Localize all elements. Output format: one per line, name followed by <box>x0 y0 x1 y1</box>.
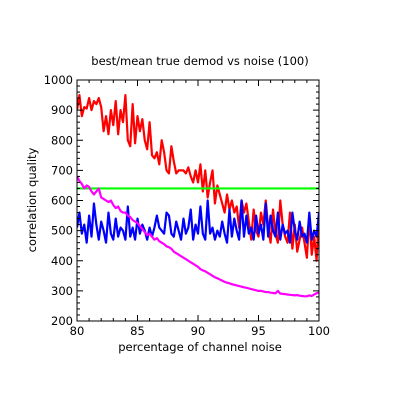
y-tick-label: 1000 <box>44 73 73 87</box>
y-tick-label: 800 <box>51 133 73 147</box>
y-tick-label: 600 <box>51 194 73 208</box>
y-tick-label: 700 <box>51 163 73 177</box>
series-line-3 <box>77 199 319 244</box>
x-tick-label: 95 <box>251 324 266 338</box>
y-tick-label: 200 <box>51 314 73 328</box>
series-line-4 <box>77 175 319 298</box>
x-tick-label: 80 <box>70 324 85 338</box>
x-tick-label: 85 <box>130 324 145 338</box>
x-tick-label: 100 <box>308 324 330 338</box>
plot-area <box>77 93 319 298</box>
y-tick-label: 300 <box>51 284 73 298</box>
y-axis-label: correlation quality <box>25 147 39 252</box>
y-tick-label: 500 <box>51 224 73 238</box>
x-axis-label: percentage of channel noise <box>118 340 282 354</box>
y-tick-label: 400 <box>51 254 73 268</box>
axis-ticks: 80 85 90 95 100 200 300 400 500 600 700 800 900 1000 <box>44 73 330 338</box>
x-tick-label: 90 <box>191 324 206 338</box>
chart-title: best/mean true demod vs noise (100) <box>91 54 308 68</box>
y-tick-label: 900 <box>51 103 73 117</box>
